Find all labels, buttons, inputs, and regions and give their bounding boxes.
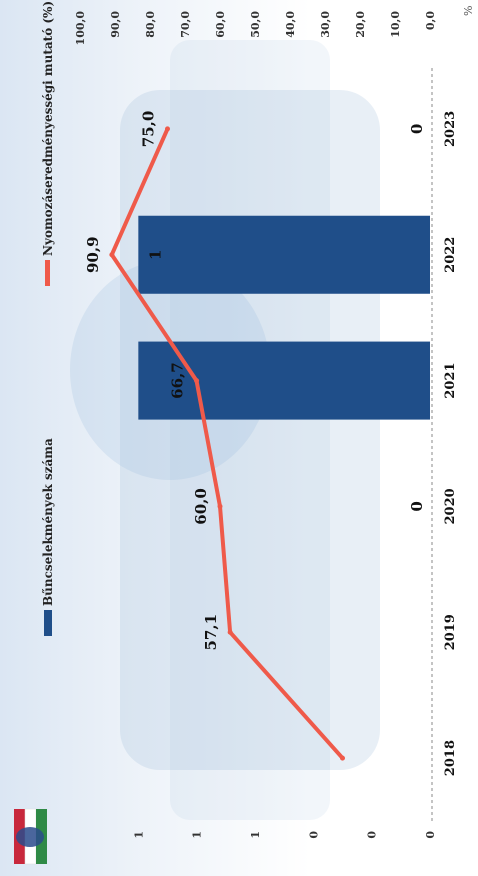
axes: 0,0 10,0 20,0 30,0 40,0 50,0 60,0 70,0 80,0 90,0 1… <box>74 11 458 839</box>
left-axis-tick: 0 <box>366 831 379 839</box>
bar-data-label: 0 <box>408 501 426 511</box>
x-axis-tick: 2022 <box>443 237 458 273</box>
line-path <box>109 126 345 761</box>
left-axis-tick: 1 <box>191 831 204 839</box>
right-axis-tick: 10,0 <box>389 11 402 38</box>
legend-swatch-bars <box>44 610 52 636</box>
line-point <box>109 252 115 258</box>
right-axis-tick: 0,0 <box>424 11 437 30</box>
x-axis-tick: 2023 <box>443 111 458 147</box>
right-axis-tick: 80,0 <box>144 11 157 38</box>
line-data-label: 60,0 <box>192 488 210 525</box>
line-series <box>109 126 345 761</box>
bar <box>138 215 430 294</box>
background-wing <box>170 40 330 820</box>
line-point <box>194 378 200 384</box>
line-point <box>165 126 170 132</box>
legend-swatch-line <box>45 260 50 286</box>
right-axis-unit: % <box>462 6 475 16</box>
x-axis-tick: 2018 <box>443 740 458 776</box>
left-axis-tick: 0 <box>424 831 437 839</box>
right-axis-tick: 30,0 <box>319 11 332 38</box>
line-point <box>340 755 345 761</box>
legend-label-line: Nyomozáseredményességi mutató (%) <box>41 1 55 256</box>
right-axis-tick: 70,0 <box>179 11 192 38</box>
right-axis-tick: 50,0 <box>249 11 262 38</box>
left-axis-tick: 0 <box>307 831 320 839</box>
line-data-label: 90,9 <box>84 236 102 273</box>
line-point <box>227 629 233 635</box>
line-data-label: 75,0 <box>140 111 158 148</box>
bars <box>138 215 430 420</box>
bar-data-label: 0 <box>408 124 426 134</box>
line-data-label: 57,1 <box>202 614 220 651</box>
right-axis-tick: 40,0 <box>284 11 297 38</box>
legend: Bűncselekmények száma Nyomozáseredményes… <box>41 1 55 636</box>
left-axis-tick: 1 <box>249 831 262 839</box>
right-axis-tick: 90,0 <box>109 11 122 38</box>
legend-label-bars: Bűncselekmények száma <box>41 438 55 606</box>
x-axis-tick: 2019 <box>443 614 458 650</box>
line-point <box>217 503 223 509</box>
line-data-label: 66,7 <box>169 362 187 399</box>
right-axis-tick: 20,0 <box>354 11 367 38</box>
bar <box>138 341 430 420</box>
flag-icon <box>14 808 47 865</box>
right-axis-tick: 60,0 <box>214 11 227 38</box>
x-axis-tick: 2021 <box>443 362 458 398</box>
data-labels: 0 1 0 57,1 60,0 66,7 90,9 75,0 <box>84 111 426 651</box>
right-axis-tick: 100,0 <box>74 11 87 46</box>
left-axis-tick: 1 <box>132 831 145 839</box>
bar-data-label: 1 <box>146 250 164 260</box>
x-axis-tick: 2020 <box>443 488 458 524</box>
